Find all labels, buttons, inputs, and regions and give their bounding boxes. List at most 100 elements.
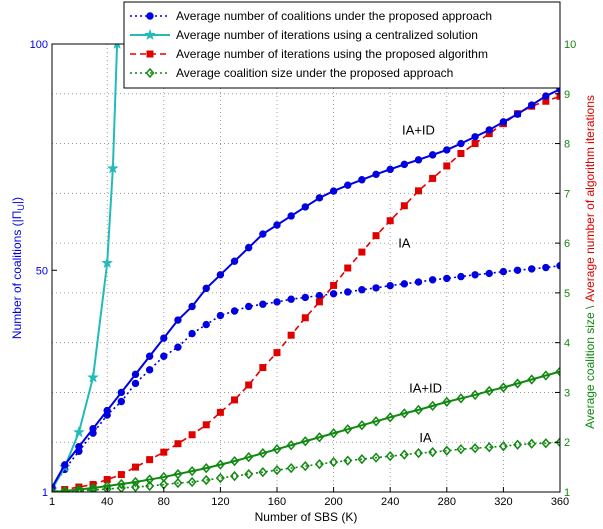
data-point (471, 271, 479, 279)
data-point (541, 370, 551, 381)
data-point (413, 448, 423, 459)
data-point (159, 471, 169, 483)
data-point (160, 352, 168, 360)
data-point (272, 464, 282, 476)
data-point (372, 284, 380, 292)
data-point (230, 257, 239, 265)
data-point (131, 370, 140, 379)
data-point (343, 455, 353, 466)
data-point (215, 472, 225, 484)
annotation-label: IA (398, 236, 411, 251)
data-point (414, 187, 422, 195)
data-point (87, 371, 99, 383)
series-4 (52, 85, 560, 492)
data-point (106, 162, 119, 174)
data-point (443, 162, 451, 170)
x-tick-label: 200 (324, 496, 342, 508)
x-tick-label: 240 (381, 496, 399, 508)
data-point (498, 441, 508, 452)
data-point (400, 280, 409, 288)
data-point (428, 151, 437, 159)
data-point (314, 458, 324, 470)
data-point (287, 331, 295, 339)
data-point (315, 298, 323, 306)
data-point (101, 256, 114, 269)
data-point (499, 267, 508, 276)
data-point (187, 465, 197, 477)
data-point (174, 343, 182, 351)
data-point (273, 349, 281, 357)
data-point (400, 202, 408, 210)
data-point (231, 396, 239, 404)
data-point (160, 334, 168, 342)
data-point (499, 118, 508, 126)
legend-label: Average number of coalitions under the p… (176, 9, 492, 23)
data-point (300, 460, 310, 472)
data-point (130, 481, 140, 492)
annotation-label: IA+ID (409, 380, 442, 395)
data-point (330, 281, 338, 289)
data-point (259, 364, 267, 372)
data-point (414, 156, 423, 164)
legend-marker (144, 28, 156, 41)
data-point (202, 421, 210, 429)
data-point (301, 293, 309, 302)
data-point (188, 329, 196, 338)
data-point (216, 271, 225, 279)
data-point (60, 485, 70, 492)
y-right-tick-label: 10 (564, 39, 576, 51)
data-point (202, 320, 210, 329)
data-point (88, 482, 98, 492)
data-point (556, 92, 560, 100)
data-point (173, 477, 183, 489)
data-point (188, 431, 196, 439)
data-point (372, 232, 380, 240)
data-point (371, 416, 381, 427)
data-point (555, 366, 560, 377)
x-tick-label: 160 (268, 496, 286, 508)
annotation-label: IA+ID (402, 123, 435, 138)
y-left-tick-label: 50 (36, 265, 48, 277)
data-point (315, 194, 324, 202)
plot-area (52, 44, 560, 492)
data-point (145, 474, 155, 485)
data-point (174, 440, 182, 448)
data-point (329, 428, 339, 439)
data-point (145, 366, 154, 374)
data-point (400, 160, 409, 169)
ticks: 1 40 80 120 160 200 240 280 320 36015010012345678… (30, 39, 577, 508)
data-point (344, 264, 352, 272)
data-point (300, 436, 310, 447)
data-point (145, 480, 155, 492)
data-point (513, 378, 523, 389)
data-point (201, 462, 211, 474)
data-point (245, 381, 253, 389)
data-point (244, 452, 254, 463)
data-point (244, 302, 253, 311)
data-point (527, 101, 536, 109)
data-point (429, 174, 437, 182)
data-point (131, 463, 139, 471)
y-right-tick-label: 7 (564, 188, 570, 200)
data-point (131, 379, 140, 388)
data-point (259, 230, 267, 238)
data-point (542, 263, 550, 272)
data-point (113, 44, 121, 50)
data-point (160, 448, 168, 456)
data-point (541, 438, 551, 449)
data-point (117, 471, 125, 479)
data-point (428, 447, 438, 458)
data-point (484, 385, 494, 397)
data-point (358, 176, 366, 184)
data-point (146, 456, 154, 464)
data-point (542, 92, 550, 100)
data-point (485, 126, 493, 134)
y-right-tick-label: 1 (564, 487, 570, 499)
data-point (428, 400, 438, 412)
data-point (116, 478, 126, 490)
data-point (344, 181, 352, 189)
y-right-axis-label: Average coalition size \Average number o… (583, 95, 597, 429)
data-point (329, 187, 338, 195)
y-right-tick-label: 6 (564, 238, 570, 250)
x-tick-label: 1 (49, 496, 55, 508)
